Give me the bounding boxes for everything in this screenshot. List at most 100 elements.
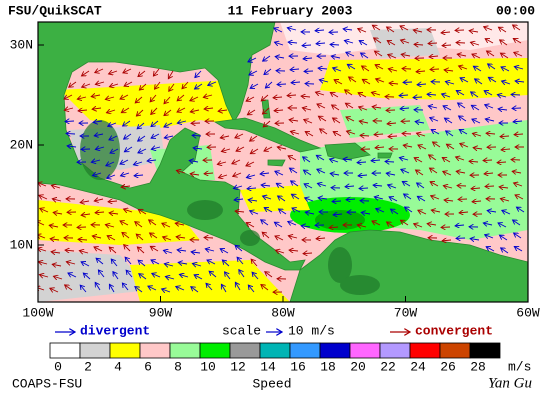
wind-arrow [304,184,313,189]
wind-arrow [109,247,117,254]
wind-arrow [332,201,342,202]
wind-arrow [105,97,115,99]
wind-arrow [289,250,299,251]
scale-value: 10 m/s [288,323,335,338]
wind-arrow [263,120,271,127]
wind-arrow [291,194,300,200]
wind-arrow [53,276,63,279]
wind-arrow [68,273,77,277]
wind-arrow [403,145,413,147]
wind-arrow [234,199,244,200]
wind-arrow [459,116,467,122]
wind-arrow [514,233,522,239]
colorbar-swatch [319,342,351,359]
wind-arrow [301,226,311,227]
wind-arrow [222,260,230,267]
wind-arrow [176,286,185,290]
colorbar-tick-label: 14 [260,359,276,374]
wind-arrow [65,250,75,251]
wind-arrow [471,105,480,111]
wind-arrow [460,143,469,147]
colorbar-label: Speed [252,376,291,391]
wind-arrow [429,155,437,161]
wind-arrow [359,41,368,46]
wind-arrow [414,158,423,163]
wind-arrow [442,157,451,163]
colorbar-swatch [409,342,441,359]
wind-arrow [177,250,187,251]
wind-arrow [316,155,325,161]
wind-arrow [136,234,144,241]
wind-arrow [372,107,382,108]
wind-arrow [162,289,171,292]
wind-arrow [371,160,381,161]
wind-arrow [106,110,116,113]
wind-arrow [92,236,102,238]
wind-arrow [192,135,202,136]
wind-arrow [80,201,90,203]
wind-arrow [358,29,367,32]
wind-arrow [388,185,397,188]
wind-arrow [498,223,507,228]
wind-arrow [399,158,409,160]
wind-arrow [443,186,453,188]
wind-arrow [387,41,396,46]
wind-arrow [318,68,328,69]
wind-arrow [150,94,157,102]
wind-arrow [345,103,354,109]
wind-arrow [164,109,172,116]
wind-arrow [515,195,524,200]
wind-arrow [360,135,370,136]
wind-arrow [113,272,119,280]
wind-arrow [151,120,159,127]
colorbar-tick-label: 18 [320,359,336,374]
wind-arrow [499,187,509,188]
wind-arrow [387,222,395,228]
wind-arrow [191,252,201,253]
wind-arrow [361,212,371,214]
wind-arrow [500,199,510,201]
wind-arrow [135,96,143,103]
wind-arrow [359,121,369,123]
wind-arrow [501,67,510,72]
wind-arrow [133,162,143,165]
wind-arrow [206,283,213,291]
wind-arrow [333,132,342,137]
wind-arrow [460,78,469,83]
wind-arrow [239,270,245,278]
wind-arrow [473,66,482,72]
wind-arrow [82,84,91,87]
wind-arrow [305,212,315,214]
wind-arrow [182,81,189,89]
wind-arrow [81,262,90,267]
wind-arrow [109,84,119,87]
wind-arrow [124,133,132,139]
wind-arrow [264,68,272,75]
wind-arrow [233,173,242,176]
wind-arrow [95,282,101,291]
wind-arrow [95,82,105,84]
wind-arrow [359,188,369,189]
wind-arrow [221,284,227,293]
wind-arrow [125,257,132,265]
wind-arrow [290,131,300,134]
wind-arrow [514,52,523,56]
wind-arrow [374,38,382,44]
wind-arrow [120,94,129,99]
lat-label: 10N [10,237,33,252]
wind-arrow [110,148,119,153]
wind-arrow [513,38,522,44]
wind-arrow [373,185,383,186]
wind-arrow [429,56,439,57]
wind-arrow [95,147,105,149]
wind-arrow [514,183,523,186]
wind-arrow [372,25,381,31]
wind-arrow [51,252,61,253]
wind-arrow [261,185,271,186]
wind-arrow [319,80,329,82]
wind-arrow [64,94,73,99]
wind-arrow [247,109,256,115]
wind-arrow [109,71,118,74]
wind-arrow [278,196,286,202]
wind-arrow [372,221,381,225]
